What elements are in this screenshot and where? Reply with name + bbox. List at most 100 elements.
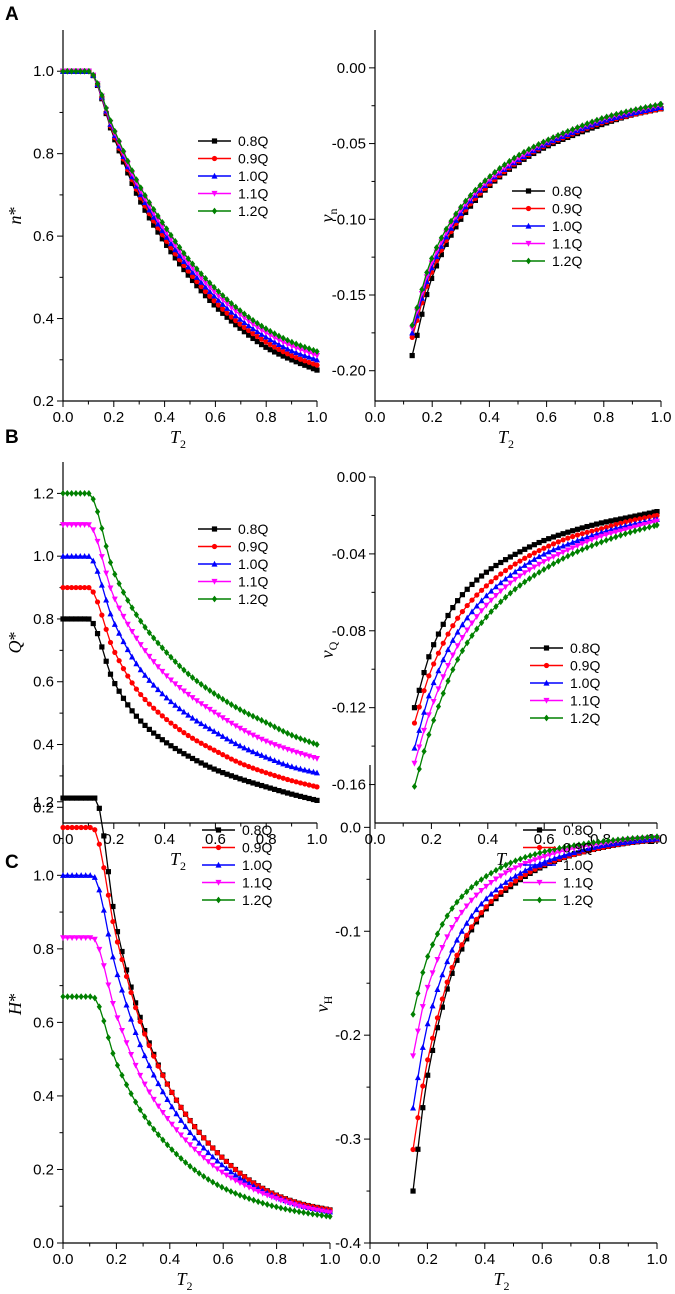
data-point [419,286,425,293]
data-point [464,602,470,609]
legend-swatch-marker [211,560,218,567]
data-point [259,336,265,342]
x-axis-title: T2 [170,427,186,451]
data-point [478,900,485,907]
data-point [189,674,196,681]
data-point [129,653,136,660]
data-point [550,134,556,141]
data-point [167,698,174,705]
data-point [522,853,528,861]
data-point [232,1166,239,1173]
data-point [232,723,239,730]
data-point [443,225,449,233]
data-point [430,679,437,686]
data-point [488,566,494,572]
data-point [521,562,528,568]
data-point [86,67,92,75]
data-point [654,833,660,841]
data-point [450,666,456,674]
data-point [137,666,144,673]
data-point [64,795,71,801]
data-point [164,1096,171,1102]
data-point [419,1004,426,1010]
data-point [411,744,418,751]
data-point [293,359,299,365]
data-point [531,572,537,579]
chart-v-n: 0.0 0.2 0.4 0.6 0.8 1.0 -0.20 -0.15 -0.10 -0.05 0.… [317,30,671,451]
data-point [202,274,209,282]
data-point [90,71,96,79]
x-tick-label: 0.0 [53,409,74,426]
data-point [459,592,466,598]
data-point [90,589,96,595]
data-point [129,680,135,686]
data-point [263,770,269,776]
series-line [63,492,318,746]
data-point [196,1139,203,1146]
data-point [264,1192,271,1199]
data-point [424,269,430,276]
data-point [302,736,308,744]
data-point [241,762,247,768]
data-point [454,952,460,958]
data-point [73,584,79,591]
data-point [180,258,187,264]
data-point [646,520,653,527]
data-point [502,870,509,877]
data-point [207,764,213,770]
data-point [531,564,538,571]
data-point [77,584,83,591]
data-point [211,728,218,734]
data-point [202,280,209,287]
legend-swatch-marker [525,240,532,247]
data-point [258,327,265,334]
legend-label: 1.2Q [563,892,593,908]
data-point [211,747,217,753]
data-point [163,694,170,701]
data-point [151,705,157,711]
data-point [445,662,452,669]
data-point [536,561,543,568]
data-point [576,841,582,849]
data-point [107,671,114,677]
data-point [297,350,304,357]
data-point [185,263,192,270]
legend-label: 0.9Q [238,539,268,555]
data-point [444,979,450,985]
data-point [618,520,624,526]
data-point [159,227,166,234]
data-point [123,1040,130,1047]
data-point [78,935,85,942]
data-point [254,324,261,331]
data-point [215,730,222,737]
data-point [608,535,614,542]
legend-label: 0.9Q [570,658,600,674]
series-0.9Q [60,584,320,790]
y-tick-label: 0.4 [33,311,54,328]
data-point [228,773,235,779]
data-point [167,240,174,247]
data-point [594,116,600,124]
data-point [159,219,165,226]
data-point [603,527,610,534]
data-point [151,1053,157,1059]
data-point [146,215,152,221]
data-point [284,345,291,352]
data-point [570,528,576,534]
data-point [276,332,282,340]
data-point [60,993,66,1001]
y-axis-title-suffix: * [5,632,25,641]
legend-label: 1.1Q [552,236,582,252]
data-point [508,859,514,867]
data-point [133,1005,139,1011]
data-point [168,249,174,255]
data-point [282,1199,289,1206]
data-point [564,540,571,547]
data-point [207,745,213,751]
series-0.9Q [411,512,660,726]
data-point [546,856,553,863]
data-point [254,781,260,787]
data-point [622,515,629,521]
data-point [123,1081,130,1089]
data-point [302,794,308,801]
